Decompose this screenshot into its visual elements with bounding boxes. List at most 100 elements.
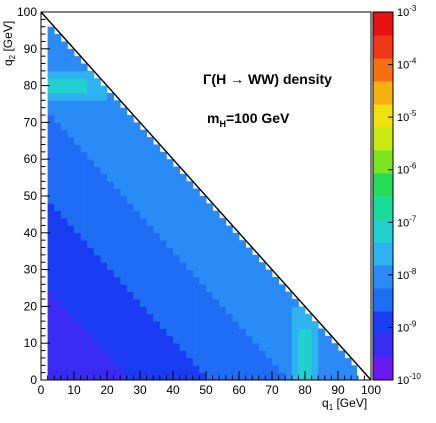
heatmap-cell (219, 284, 227, 293)
colorbar-tick-label: 10-7 (397, 214, 417, 229)
heatmap-cell (140, 276, 147, 285)
heatmap-cell (120, 372, 128, 380)
heatmap-cell (173, 210, 180, 219)
heatmap-cell (113, 350, 121, 359)
y-tick-label: 30 (24, 263, 38, 277)
heatmap-cell (212, 306, 220, 315)
heatmap-cell (93, 144, 101, 153)
heatmap-cell (54, 247, 62, 256)
heatmap-cell (140, 357, 147, 366)
heatmap-cell (107, 115, 114, 123)
heatmap-cell (192, 357, 200, 366)
heatmap-cell (60, 129, 68, 138)
heatmap-cell (245, 269, 253, 278)
heatmap-cell (166, 269, 174, 278)
heatmap-cell (232, 232, 240, 241)
heatmap-cell (120, 357, 128, 366)
heatmap-cell (192, 343, 200, 351)
heatmap-cell (186, 335, 194, 344)
heatmap-cell (272, 291, 279, 300)
heatmap-cell (87, 173, 95, 182)
heatmap-cell (100, 328, 108, 337)
heatmap-cell (199, 247, 207, 256)
x-tick-label: 20 (100, 383, 114, 397)
heatmap-cell (113, 321, 121, 329)
heatmap-cell (133, 372, 141, 380)
heatmap-cell (100, 129, 108, 138)
heatmap-cell (206, 299, 213, 307)
heatmap-cell (318, 335, 326, 344)
heatmap-cell (159, 335, 167, 344)
heatmap-cell (47, 240, 55, 248)
heatmap-cell (199, 254, 207, 263)
heatmap-cell (199, 262, 207, 270)
heatmap-cell (100, 159, 108, 167)
heatmap-cell (74, 225, 81, 234)
heatmap-cell (199, 269, 207, 278)
heatmap-cell (153, 313, 161, 322)
heatmap-cell (140, 328, 147, 337)
heatmap-cell (107, 306, 114, 315)
heatmap-cell (107, 129, 114, 138)
y-tick-label: 60 (24, 152, 38, 166)
heatmap-cell (173, 284, 180, 293)
heatmap-cell (166, 291, 174, 300)
heatmap-cell (126, 299, 134, 307)
heatmap-cell (80, 372, 88, 380)
y-tick-label: 100 (17, 5, 37, 19)
heatmap-cell (146, 350, 154, 359)
heatmap-cell (159, 365, 167, 374)
heatmap-cell (74, 129, 81, 138)
heatmap-cell (192, 321, 200, 329)
heatmap-cell (67, 78, 75, 86)
heatmap-cell (100, 269, 108, 278)
heatmap-cell (67, 321, 75, 329)
x-axis-label-unit: [GeV] (333, 396, 367, 410)
heatmap-cell (120, 343, 128, 351)
heatmap-cell (100, 181, 108, 190)
heatmap-cell (311, 335, 319, 344)
heatmap-cell (113, 232, 121, 241)
heatmap-cell (100, 144, 108, 153)
heatmap-cell (212, 210, 220, 219)
heatmap-cell (258, 269, 266, 278)
heatmap-cell (100, 306, 108, 315)
heatmap-cell (120, 137, 128, 145)
heatmap-cell (206, 291, 213, 300)
heatmap-cell (265, 365, 273, 374)
colorbar-segment (373, 219, 393, 243)
heatmap-cell (47, 107, 55, 116)
heatmap-cell (285, 365, 293, 374)
heatmap-cell (225, 328, 233, 337)
heatmap-cell (60, 357, 68, 366)
heatmap-cell (74, 276, 81, 285)
heatmap-cell (80, 365, 88, 374)
heatmap-cell (173, 225, 180, 234)
heatmap-cell (87, 276, 95, 285)
heatmap-cell (67, 365, 75, 374)
heatmap-cell (225, 276, 233, 285)
heatmap-cell (93, 372, 101, 380)
heatmap-cell (232, 372, 240, 380)
heatmap-cell (186, 343, 194, 351)
heatmap-cell (232, 240, 240, 248)
heatmap-cell (166, 218, 174, 226)
heatmap-cell (166, 306, 174, 315)
y-tick-label: 90 (24, 42, 38, 56)
chart-title: Γ(H → WW) density (203, 71, 332, 87)
heatmap-cell (239, 262, 246, 270)
heatmap-cell (113, 137, 121, 145)
heatmap-cell (54, 335, 62, 344)
heatmap-cell (74, 357, 81, 366)
heatmap-cell (107, 107, 114, 116)
heatmap-cell (113, 144, 121, 153)
heatmap-cell (153, 210, 161, 219)
heatmap-cell (47, 34, 55, 42)
heatmap-cell (67, 159, 75, 167)
heatmap-cell (291, 350, 299, 359)
heatmap-cell (60, 92, 68, 101)
heatmap-cell (232, 306, 240, 315)
heatmap-cell (100, 166, 108, 175)
heatmap-cell (252, 306, 260, 315)
heatmap-cell (199, 232, 207, 241)
